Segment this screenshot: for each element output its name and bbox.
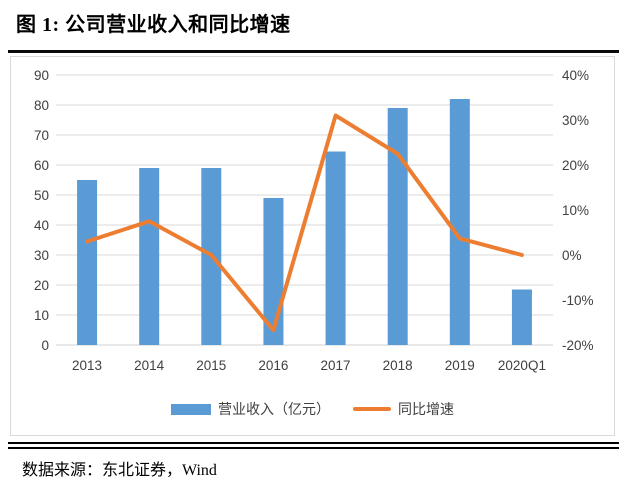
legend-bar-label: 营业收入（亿元）: [218, 401, 330, 417]
revenue-bar-2014: [139, 168, 160, 345]
right-axis-tick-neg20pct: -20%: [562, 338, 594, 353]
left-axis-tick-60: 60: [34, 158, 49, 173]
legend-bar-swatch: [171, 403, 211, 415]
left-axis-tick-0: 0: [41, 338, 49, 353]
left-axis-tick-10: 10: [34, 308, 49, 323]
right-axis-tick-40pct: 40%: [562, 68, 589, 83]
chart-legend: 营业收入（亿元） 同比增速: [11, 399, 614, 419]
revenue-bar-2019: [449, 99, 470, 345]
x-axis-label-2016: 2016: [258, 358, 288, 373]
left-axis-tick-70: 70: [34, 128, 49, 143]
revenue-bar-2017: [325, 151, 346, 345]
left-axis-tick-50: 50: [34, 188, 49, 203]
legend-line-label: 同比增速: [398, 401, 454, 417]
left-axis-tick-20: 20: [34, 278, 49, 293]
x-axis-label-2015: 2015: [196, 358, 226, 373]
figure-title: 图 1: 公司营业收入和同比增速: [16, 14, 291, 36]
left-axis-tick-40: 40: [34, 218, 49, 233]
chart-container: 0 10 20 30 40 50 60 70 80 90 -20% -10% 0% 10% 20% 30% 40…: [10, 56, 615, 436]
x-axis-label-2017: 2017: [321, 358, 351, 373]
revenue-bar-2020Q1: [511, 289, 532, 345]
left-axis-tick-80: 80: [34, 98, 49, 113]
right-axis-tick-20pct: 20%: [562, 158, 589, 173]
x-axis-label-2014: 2014: [134, 358, 165, 373]
left-axis-tick-90: 90: [34, 68, 49, 83]
right-axis-tick-10pct: 10%: [562, 203, 589, 218]
revenue-growth-combo-chart: 0 10 20 30 40 50 60 70 80 90 -20% -10% 0% 10% 20% 30% 40…: [34, 68, 594, 373]
revenue-bar-2013: [77, 180, 98, 345]
growth-line: [85, 113, 524, 333]
x-axis-label-2013: 2013: [72, 358, 102, 373]
figure-bottom-rule: [8, 442, 619, 449]
revenue-bar-2018: [387, 108, 408, 345]
legend-line-swatch: [353, 407, 391, 411]
x-axis-label-2020Q1: 2020Q1: [498, 358, 546, 373]
x-axis-label-2018: 2018: [383, 358, 413, 373]
data-source-note: 数据来源：东北证券，Wind: [22, 462, 217, 479]
right-axis-tick-neg10pct: -10%: [562, 293, 594, 308]
right-axis-tick-30pct: 30%: [562, 113, 589, 128]
right-axis-tick-0pct: 0%: [562, 248, 582, 263]
x-axis-label-2019: 2019: [445, 358, 475, 373]
left-axis-tick-30: 30: [34, 248, 49, 263]
title-divider-rule: [8, 50, 619, 53]
